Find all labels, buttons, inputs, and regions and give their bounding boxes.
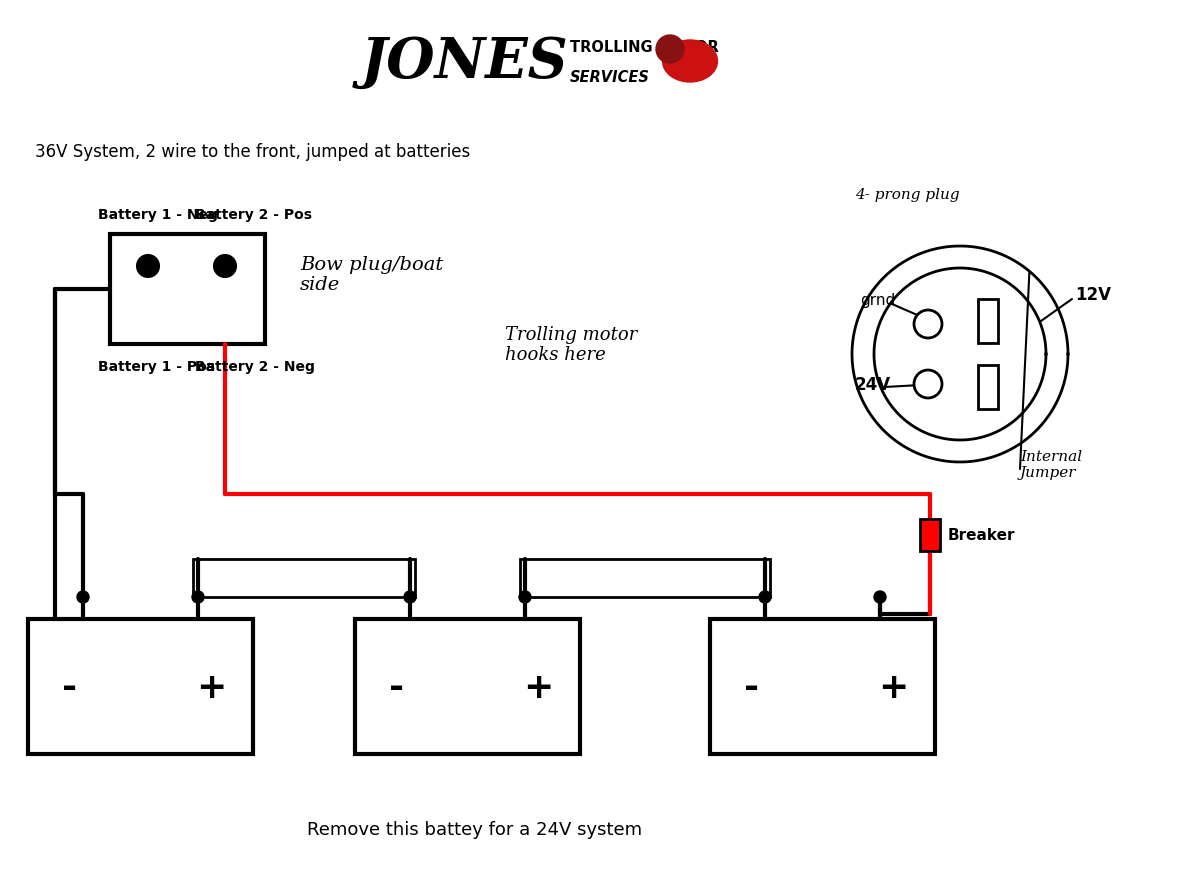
Text: 24V: 24V (856, 376, 892, 393)
Text: -: - (390, 670, 404, 703)
Text: Remove this battey for a 24V system: Remove this battey for a 24V system (307, 820, 642, 838)
Bar (710, 619, 935, 754)
Text: 12V: 12V (1075, 285, 1111, 304)
Circle shape (404, 591, 416, 603)
Text: Breaker: Breaker (948, 527, 1015, 542)
Circle shape (874, 591, 886, 603)
Ellipse shape (656, 36, 684, 64)
Circle shape (914, 371, 942, 399)
Text: TROLLING MOTOR: TROLLING MOTOR (570, 40, 719, 55)
Circle shape (137, 255, 158, 277)
Circle shape (760, 591, 772, 603)
Text: Battery 1 - Pos: Battery 1 - Pos (98, 360, 215, 373)
Bar (520, 559, 770, 597)
Bar (110, 234, 265, 344)
Bar (28, 619, 253, 754)
Text: Battery 2 - Pos: Battery 2 - Pos (196, 208, 312, 222)
Text: -: - (62, 670, 78, 703)
Text: Trolling motor
hooks here: Trolling motor hooks here (505, 325, 637, 364)
Text: Internal
Jumper: Internal Jumper (1020, 450, 1082, 479)
Bar (193, 559, 415, 597)
Circle shape (77, 591, 89, 603)
Text: 4- prong plug: 4- prong plug (856, 188, 960, 202)
Text: +: + (878, 670, 908, 703)
Text: Battery 2 - Neg: Battery 2 - Neg (196, 360, 316, 373)
Text: +: + (196, 670, 226, 703)
Text: Bow plug/boat
side: Bow plug/boat side (300, 255, 443, 294)
Circle shape (192, 591, 204, 603)
Bar (355, 619, 580, 754)
Text: grnd: grnd (860, 292, 895, 307)
Text: -: - (744, 670, 760, 703)
Bar (978, 365, 998, 409)
Circle shape (914, 311, 942, 339)
Bar (920, 520, 940, 551)
Bar (978, 299, 998, 343)
Text: 36V System, 2 wire to the front, jumped at batteries: 36V System, 2 wire to the front, jumped … (35, 143, 470, 161)
Circle shape (214, 255, 236, 277)
Text: JONES: JONES (361, 34, 569, 90)
Circle shape (520, 591, 530, 603)
Text: +: + (523, 670, 553, 703)
Ellipse shape (662, 41, 718, 83)
Text: Battery 1 - Neg: Battery 1 - Neg (98, 208, 218, 222)
Text: SERVICES: SERVICES (570, 70, 650, 85)
